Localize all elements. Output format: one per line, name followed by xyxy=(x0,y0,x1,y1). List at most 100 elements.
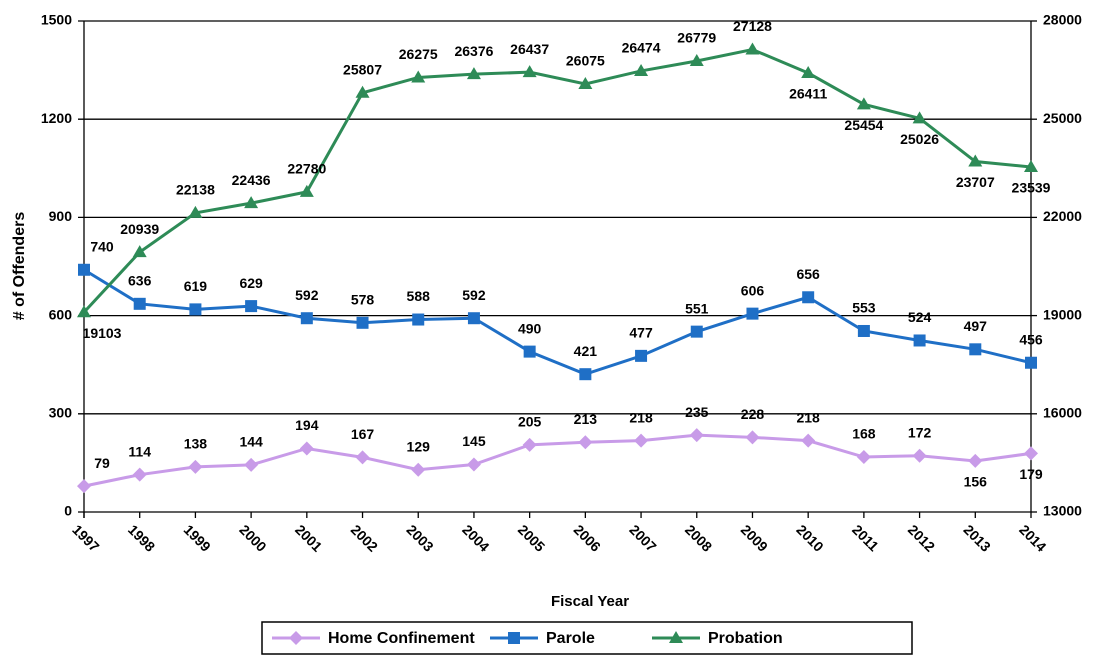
data-point xyxy=(1025,356,1037,369)
x-tick-label: 1999 xyxy=(181,521,214,554)
data-point xyxy=(245,300,258,313)
x-tick-label: 2014 xyxy=(1016,521,1049,554)
data-point xyxy=(912,111,927,124)
legend-marker xyxy=(669,631,683,643)
x-axis-title: Fiscal Year xyxy=(551,593,629,610)
series-line xyxy=(83,268,1032,376)
data-label: 156 xyxy=(964,474,988,490)
data-label: 740 xyxy=(90,238,114,254)
data-point xyxy=(745,42,760,55)
legend-marker xyxy=(289,631,303,645)
y2-tick-label: 28000 xyxy=(1043,12,1082,28)
y2-tick-label: 16000 xyxy=(1043,405,1082,421)
y-tick-label: 300 xyxy=(49,405,73,421)
data-point xyxy=(856,450,871,465)
data-label: 497 xyxy=(964,318,988,334)
data-point xyxy=(856,97,871,110)
data-point xyxy=(522,437,537,452)
data-point xyxy=(411,462,426,477)
data-label: 168 xyxy=(852,426,876,442)
data-label: 138 xyxy=(184,436,208,452)
x-tick-label: 2001 xyxy=(292,521,325,554)
data-point xyxy=(579,368,592,381)
data-point xyxy=(689,53,704,66)
series-line xyxy=(82,47,1032,314)
data-label: 145 xyxy=(462,433,486,449)
data-point xyxy=(244,196,259,209)
data-label: 656 xyxy=(796,266,820,282)
data-label: 23539 xyxy=(1012,180,1051,196)
data-point xyxy=(635,349,648,362)
data-point xyxy=(634,63,649,76)
data-label: 606 xyxy=(741,282,765,298)
data-label: 26376 xyxy=(454,43,493,59)
data-label: 25807 xyxy=(343,61,382,77)
data-point xyxy=(132,467,147,482)
legend-label: Probation xyxy=(708,630,783,647)
data-point xyxy=(522,65,537,78)
x-tick-label: 2004 xyxy=(459,521,492,554)
data-label: 553 xyxy=(852,300,876,316)
data-label: 26411 xyxy=(789,86,827,102)
data-point xyxy=(578,435,593,450)
data-point xyxy=(77,479,91,494)
data-label: 25454 xyxy=(844,117,883,133)
data-point xyxy=(857,324,870,337)
data-label: 477 xyxy=(629,325,653,341)
data-point xyxy=(300,312,313,325)
legend-label: Home Confinement xyxy=(328,630,475,647)
data-point xyxy=(467,312,480,325)
data-label: 592 xyxy=(295,287,319,303)
data-point xyxy=(968,154,983,167)
x-tick-label: 2008 xyxy=(682,521,715,554)
data-label: 578 xyxy=(351,292,375,308)
y2-tick-label: 19000 xyxy=(1043,306,1082,322)
data-point xyxy=(188,205,203,218)
data-point xyxy=(578,77,593,90)
data-label: 235 xyxy=(685,404,709,420)
x-tick-label: 1998 xyxy=(125,521,158,554)
y-tick-label: 1200 xyxy=(41,110,72,126)
data-point xyxy=(523,345,536,358)
data-point xyxy=(133,297,146,310)
y-tick-label: 0 xyxy=(64,503,72,519)
data-label: 114 xyxy=(128,443,151,459)
data-label: 456 xyxy=(1019,331,1043,347)
y2-tick-label: 25000 xyxy=(1043,110,1082,126)
x-tick-label: 2011 xyxy=(849,521,882,554)
data-label: 636 xyxy=(128,273,152,289)
data-label: 22436 xyxy=(232,172,271,188)
x-tick-label: 2012 xyxy=(905,521,938,554)
data-label: 26075 xyxy=(566,53,605,69)
data-label: 205 xyxy=(518,414,542,430)
data-point xyxy=(802,291,815,304)
data-point xyxy=(690,325,703,338)
data-label: 179 xyxy=(1019,466,1043,482)
data-point xyxy=(912,448,927,463)
data-point xyxy=(466,67,481,80)
y-tick-label: 600 xyxy=(49,306,73,322)
data-label: 194 xyxy=(295,417,319,433)
data-point xyxy=(968,453,983,468)
x-tick-label: 2005 xyxy=(515,521,548,554)
data-point xyxy=(412,313,425,326)
x-tick-label: 2003 xyxy=(403,521,436,554)
data-label: 129 xyxy=(407,438,431,454)
data-point xyxy=(801,66,816,79)
data-label: 79 xyxy=(94,455,110,471)
data-point xyxy=(411,70,426,83)
data-label: 20939 xyxy=(120,221,159,237)
data-label: 26474 xyxy=(622,40,661,56)
data-label: 421 xyxy=(574,343,598,359)
data-point xyxy=(634,433,649,448)
data-point xyxy=(244,457,259,472)
data-label: 27128 xyxy=(733,18,772,34)
y2-tick-label: 22000 xyxy=(1043,208,1082,224)
data-point xyxy=(132,245,147,258)
data-label: 25026 xyxy=(900,131,939,147)
data-label: 551 xyxy=(685,300,709,316)
x-tick-label: 1997 xyxy=(69,521,102,554)
data-point xyxy=(969,343,982,356)
